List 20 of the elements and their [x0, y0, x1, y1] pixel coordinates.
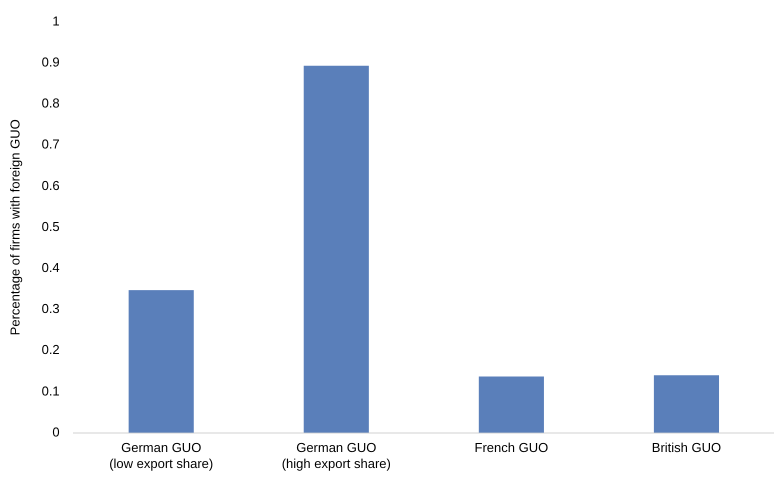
y-tick-label: 0.9 — [42, 54, 60, 70]
y-tick-label: 0.8 — [42, 96, 60, 111]
x-tick-label: British GUO — [652, 440, 722, 456]
bar — [128, 290, 194, 433]
bar — [304, 66, 369, 433]
y-axis-title: Percentage of firms with foreign GUO — [7, 119, 22, 336]
x-tick-label: French GUO — [474, 440, 548, 456]
y-tick-label: 1 — [52, 13, 60, 28]
y-tick-label: 0.5 — [42, 218, 60, 234]
y-tick-label: 0.7 — [42, 136, 60, 152]
bar — [654, 375, 720, 433]
y-tick-label: 0.4 — [42, 260, 60, 275]
y-tick-label: 0.2 — [42, 342, 60, 358]
x-tick-label: German GUO (high export share) — [282, 440, 391, 471]
y-tick-label: 0.6 — [42, 178, 60, 193]
y-tick-label: 0 — [52, 424, 60, 440]
x-tick-label: German GUO (low export share) — [109, 440, 214, 471]
y-tick-label: 0.1 — [42, 383, 60, 398]
bar — [478, 376, 544, 433]
y-tick-label: 0.3 — [42, 301, 60, 316]
